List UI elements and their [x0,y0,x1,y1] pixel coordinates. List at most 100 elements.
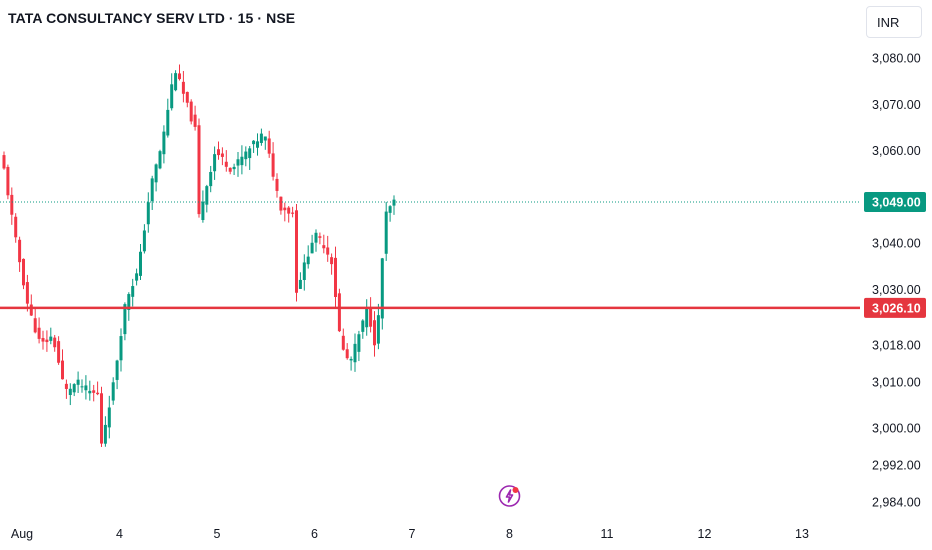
candle-body[interactable] [318,236,322,238]
candle-body[interactable] [162,131,166,155]
candle-body[interactable] [33,318,37,333]
candle-body[interactable] [45,339,49,343]
candle-body[interactable] [322,245,326,249]
candle-body[interactable] [2,155,6,169]
candle-body[interactable] [142,230,146,252]
candle-body[interactable] [349,358,353,361]
candle-body[interactable] [306,256,310,265]
candle-body[interactable] [53,337,57,348]
candle-body[interactable] [365,308,369,328]
candle-body[interactable] [298,279,302,289]
candle-body[interactable] [213,154,217,172]
candle-body[interactable] [92,390,96,393]
candle-body[interactable] [158,151,162,169]
candle-body[interactable] [197,125,201,215]
candle-body[interactable] [119,336,123,361]
candle-body[interactable] [123,304,127,335]
candle-body[interactable] [29,304,33,316]
candle-body[interactable] [100,393,103,444]
candle-body[interactable] [373,320,376,346]
candle-body[interactable] [279,196,283,211]
candle-body[interactable] [357,334,361,352]
candle-body[interactable] [170,84,174,109]
candle-body[interactable] [10,194,14,215]
candle-body[interactable] [392,199,396,206]
candle-body[interactable] [267,138,271,154]
candle-body[interactable] [220,153,224,157]
candle-body[interactable] [135,273,139,281]
candle-body[interactable] [334,257,337,298]
candle-body[interactable] [369,307,373,327]
candle-body[interactable] [345,349,349,359]
candle-body[interactable] [6,166,10,196]
candle-body[interactable] [111,382,115,401]
candle-body[interactable] [146,202,150,225]
candle-body[interactable] [314,232,318,243]
lightning-icon[interactable] [498,485,521,507]
candle-body[interactable] [174,73,178,91]
candle-body[interactable] [341,335,345,350]
candle-body[interactable] [330,257,334,265]
candle-body[interactable] [76,379,80,385]
candle-body[interactable] [232,166,236,170]
candle-body[interactable] [283,207,287,211]
candle-body[interactable] [64,383,68,389]
currency-button[interactable]: INR [866,6,922,38]
candle-body[interactable] [41,338,45,342]
candle-body[interactable] [57,341,61,363]
candle-body[interactable] [154,164,158,183]
candle-body[interactable] [127,294,131,310]
candle-body[interactable] [380,258,384,319]
candle-body[interactable] [25,282,29,304]
candle-body[interactable] [88,390,92,394]
candle-body[interactable] [84,385,88,391]
candle-body[interactable] [295,210,298,293]
candle-body[interactable] [103,424,107,444]
candle-body[interactable] [22,258,25,286]
candle-body[interactable] [259,133,263,143]
candle-body[interactable] [181,81,185,94]
candle-body[interactable] [107,407,111,428]
candle-body[interactable] [14,216,18,238]
candle-body[interactable] [131,286,135,297]
candle-body[interactable] [287,207,291,214]
candle-body[interactable] [178,73,181,80]
candle-body[interactable] [376,315,380,344]
candle-body[interactable] [209,171,213,187]
candle-body[interactable] [37,327,41,339]
candle-body[interactable] [291,212,295,214]
candle-body[interactable] [115,360,119,380]
candle-body[interactable] [384,211,388,254]
candle-body[interactable] [256,141,259,148]
candle-body[interactable] [139,251,142,276]
candle-body[interactable] [224,161,228,167]
candle-body[interactable] [388,206,392,213]
candle-body[interactable] [302,262,306,281]
candle-body[interactable] [189,101,193,122]
candle-body[interactable] [337,293,341,332]
candle-body[interactable] [271,153,275,177]
candle-body[interactable] [353,343,357,363]
candle-body[interactable] [166,109,170,136]
candle-body[interactable] [263,136,267,141]
candle-body[interactable] [61,360,64,380]
candle-body[interactable] [240,156,244,166]
candle-body[interactable] [228,167,232,172]
candle-body[interactable] [96,392,100,395]
candle-body[interactable] [72,384,76,393]
candle-body[interactable] [326,247,330,255]
candle-body[interactable] [18,239,22,263]
candle-body[interactable] [185,91,189,103]
candle-body[interactable] [236,159,240,166]
candle-body[interactable] [217,149,220,156]
candle-body[interactable] [80,386,84,388]
candle-body[interactable] [252,140,256,145]
candle-body[interactable] [310,242,314,254]
candle-body[interactable] [205,186,209,205]
candle-body[interactable] [150,178,154,202]
candle-body[interactable] [68,388,72,395]
candle-body[interactable] [361,320,365,332]
candle-body[interactable] [193,114,197,127]
candle-body[interactable] [49,336,53,341]
